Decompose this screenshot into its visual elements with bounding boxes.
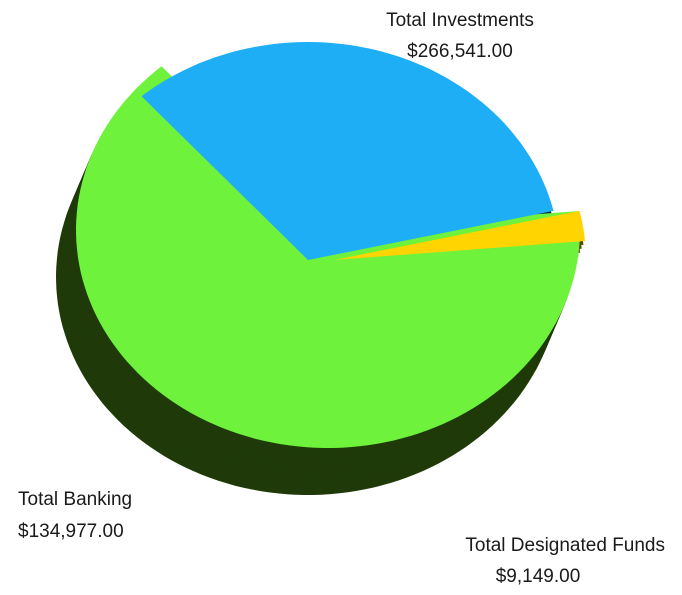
label-total-investments-name: Total Investments: [386, 10, 534, 31]
slice-total-investments: [76, 66, 580, 449]
label-total-investments-value: $266,541.00: [407, 41, 513, 62]
label-total-designated-funds-value: $9,149.00: [496, 566, 581, 587]
label-total-designated-funds-name: Total Designated Funds: [465, 535, 665, 556]
label-total-banking-value: $134,977.00: [18, 521, 124, 542]
slice-total-designated-funds: [334, 210, 585, 260]
pie-labels: Total Investments $266,541.00 Total Bank…: [18, 10, 665, 587]
label-total-banking-name: Total Banking: [18, 489, 132, 510]
slice-total-banking: [141, 42, 554, 260]
pie-tops: [76, 42, 585, 449]
